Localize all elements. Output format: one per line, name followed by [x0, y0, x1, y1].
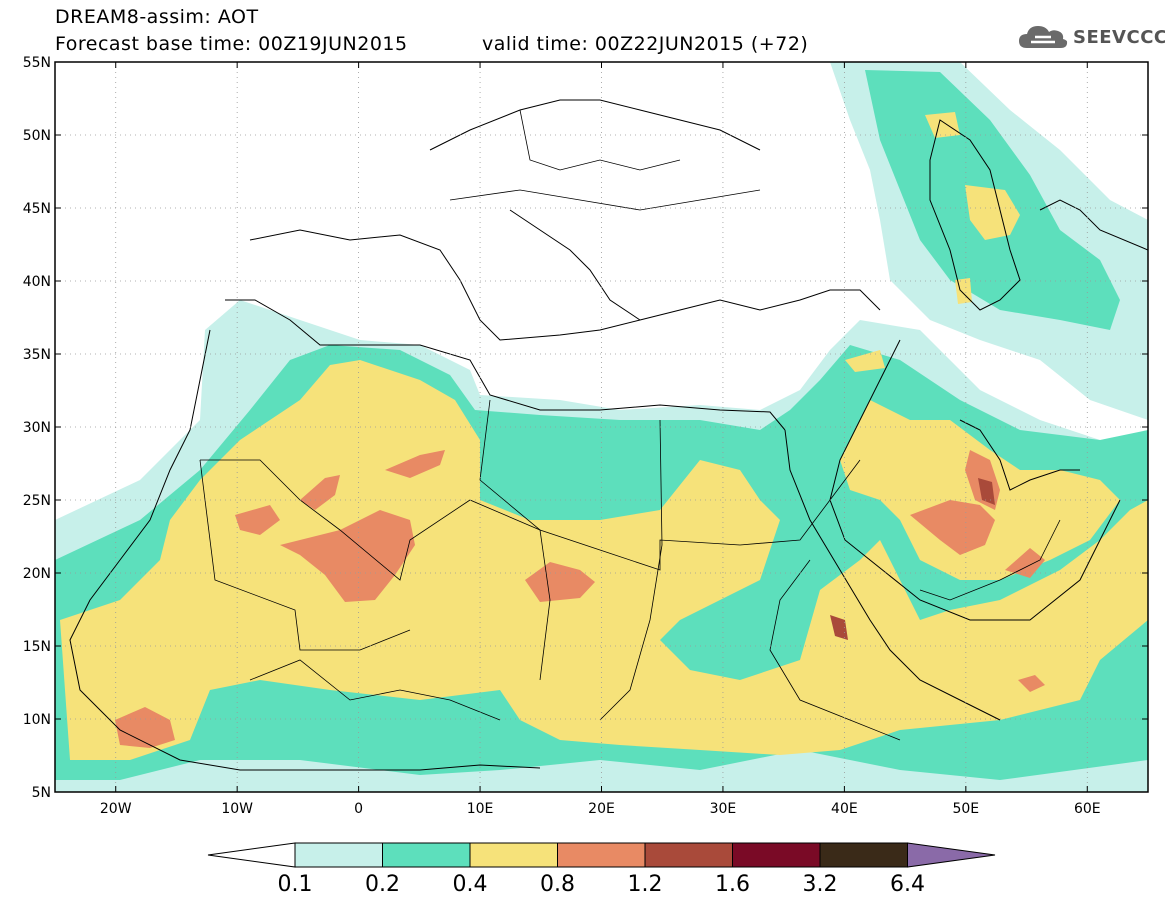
- aot-band-0.8-c: [235, 505, 280, 535]
- colorbar-label: 1.6: [715, 872, 750, 897]
- lon-label: 10E: [467, 801, 494, 817]
- colorbar-label: 1.2: [628, 872, 663, 897]
- lon-label: 30E: [710, 801, 737, 817]
- graticule: [55, 62, 1148, 792]
- aot-band-0.8-h: [1005, 548, 1045, 578]
- aot-band-0.4-caspian: [925, 112, 1020, 304]
- colorbar-upper-arrow: [907, 842, 996, 868]
- lat-label: 15N: [23, 639, 51, 655]
- chart-title: DREAM8-assim: AOT: [55, 6, 259, 28]
- aot-band-0.4-blob: [845, 350, 885, 372]
- colorbar-lower-arrow: [207, 842, 296, 868]
- colorbar-swatch: [469, 842, 558, 868]
- aot-band-0.8-f: [115, 707, 175, 748]
- lon-label: 10W: [221, 801, 253, 817]
- colorbar-swatch: [819, 842, 908, 868]
- colorbar: 0.1 0.2 0.4 0.8 1.2 1.6 3.2 6.4: [207, 842, 996, 897]
- colorbar-label: 0.2: [365, 872, 400, 897]
- colorbar-label: 0.8: [540, 872, 575, 897]
- aot-fields: [55, 62, 1148, 792]
- aot-band-0.8-b: [300, 475, 340, 510]
- lon-label: 40E: [831, 801, 858, 817]
- lat-label: 35N: [23, 347, 51, 363]
- lat-label: 30N: [23, 420, 51, 436]
- seevccc-logo: SEEVCCC: [1017, 22, 1165, 52]
- lat-label: 25N: [23, 493, 51, 509]
- aot-band-0.8-e: [525, 562, 595, 602]
- cloud-icon: [1019, 26, 1068, 48]
- aot-band-0.4: [60, 360, 1148, 760]
- lat-label: 10N: [23, 712, 51, 728]
- lon-label: 0: [354, 801, 363, 817]
- lat-label: 5N: [32, 785, 51, 801]
- lon-label: 20W: [100, 801, 132, 817]
- aot-band-0.8-a: [385, 450, 445, 478]
- colorbar-swatch: [644, 842, 733, 868]
- axis-ticks: [55, 61, 1148, 793]
- lon-label: 50E: [952, 801, 979, 817]
- lat-label: 40N: [23, 274, 51, 290]
- latitude-labels: 55N 50N 45N 40N 35N 30N 25N 20N 15N 10N 5N: [23, 55, 51, 801]
- aot-band-0.8-i: [1018, 675, 1045, 692]
- colorbar-label: 0.1: [278, 872, 313, 897]
- longitude-labels: 20W 10W 0 10E 20E 30E 40E 50E 60E: [100, 801, 1101, 817]
- lat-label: 20N: [23, 566, 51, 582]
- forecast-base-time: Forecast base time: 00Z19JUN2015: [55, 33, 408, 55]
- lat-label: 45N: [23, 201, 51, 217]
- colorbar-swatch: [382, 842, 471, 868]
- coastlines: [69, 99, 1148, 771]
- valid-time: valid time: 00Z22JUN2015 (+72): [482, 33, 809, 55]
- colorbar-swatch: [732, 842, 821, 868]
- lat-label: 55N: [23, 55, 51, 71]
- aot-band-0.8-d: [280, 510, 415, 602]
- logo-text: SEEVCCC: [1073, 26, 1165, 48]
- lat-label: 50N: [23, 128, 51, 144]
- colorbar-swatch: [294, 842, 383, 868]
- colorbar-swatch: [557, 842, 646, 868]
- colorbar-label: 0.4: [453, 872, 488, 897]
- colorbar-label: 6.4: [890, 872, 925, 897]
- lon-label: 60E: [1074, 801, 1101, 817]
- lon-label: 20E: [588, 801, 615, 817]
- aot-band-0.8-g: [910, 500, 995, 555]
- colorbar-label: 3.2: [803, 872, 838, 897]
- borders: [199, 109, 1061, 741]
